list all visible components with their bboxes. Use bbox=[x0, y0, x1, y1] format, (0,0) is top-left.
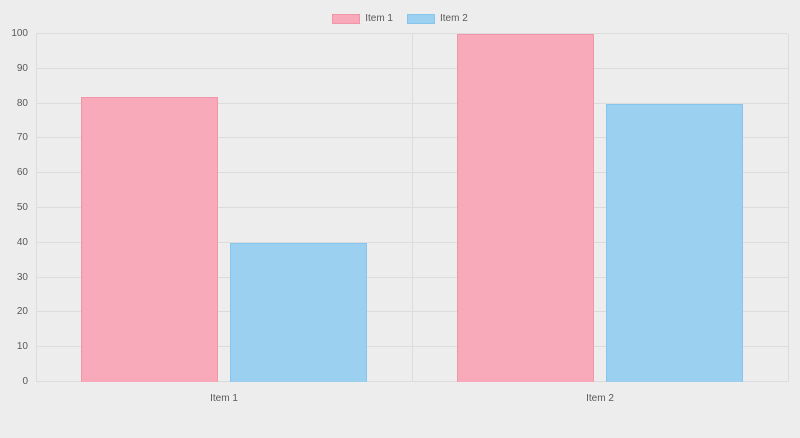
y-axis-tick-label: 100 bbox=[11, 28, 28, 39]
y-axis-tick-label: 90 bbox=[16, 62, 28, 74]
bar-groups bbox=[36, 34, 788, 382]
gridline-vertical bbox=[788, 34, 789, 382]
y-axis-tick-label: 40 bbox=[16, 236, 28, 248]
x-axis-category-label: Item 1 bbox=[210, 393, 238, 404]
y-axis-tick-label: 60 bbox=[16, 167, 28, 179]
y-axis-tick-label: 30 bbox=[16, 271, 28, 283]
bar-item-1[interactable] bbox=[456, 34, 594, 382]
bar-item-2[interactable] bbox=[606, 103, 744, 382]
chart-legend: Item 1 Item 2 bbox=[0, 14, 800, 24]
y-axis-tick-label: 0 bbox=[22, 376, 28, 387]
gridline-vertical bbox=[36, 34, 37, 382]
bar-item-1[interactable] bbox=[80, 96, 218, 382]
bar-group bbox=[412, 34, 788, 382]
y-axis-tick-label: 20 bbox=[16, 306, 28, 318]
bar-group bbox=[36, 34, 412, 382]
x-axis-category-label: Item 2 bbox=[586, 393, 614, 404]
legend-item-item-1[interactable]: Item 1 bbox=[332, 14, 393, 24]
gridline-horizontal bbox=[36, 33, 788, 34]
legend-swatch bbox=[332, 14, 361, 24]
y-axis-tick-label: 10 bbox=[16, 341, 28, 353]
legend-item-item-2[interactable]: Item 2 bbox=[407, 14, 468, 24]
y-axis-tick-label: 70 bbox=[16, 132, 28, 144]
bar-item-2[interactable] bbox=[230, 242, 368, 382]
x-axis-labels: Item 1 Item 2 bbox=[36, 393, 788, 404]
legend-label: Item 2 bbox=[440, 13, 468, 24]
plot-area: 0 10 20 30 40 50 60 70 80 90 100 bbox=[11, 29, 789, 387]
gridline-vertical bbox=[412, 34, 413, 382]
legend-label: Item 1 bbox=[365, 13, 393, 24]
y-axis-tick-label: 80 bbox=[16, 97, 28, 109]
y-axis-tick-label: 50 bbox=[16, 202, 28, 213]
legend-swatch bbox=[407, 14, 435, 24]
